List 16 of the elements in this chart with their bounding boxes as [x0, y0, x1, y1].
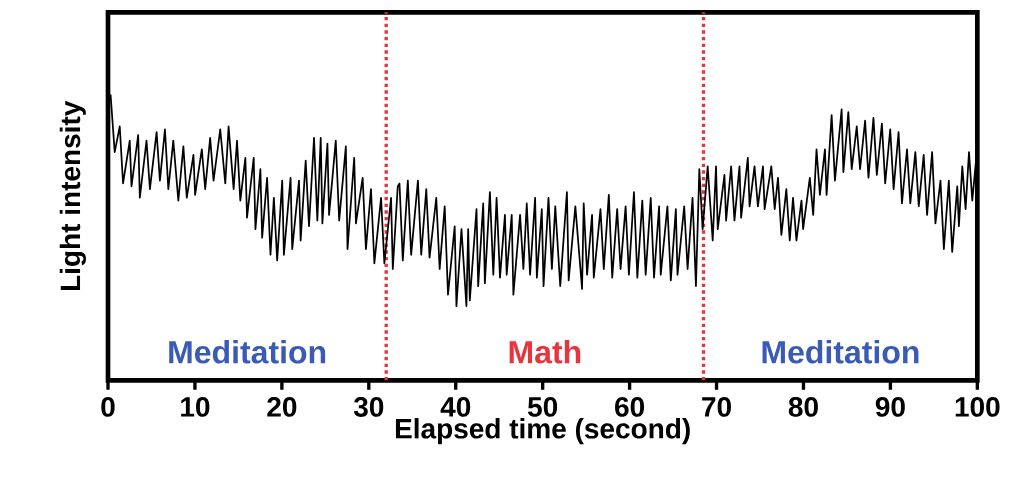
- x-axis-title: Elapsed time (second): [395, 418, 690, 445]
- x-tick-label: 60: [615, 397, 645, 417]
- x-tick-label: 50: [527, 397, 558, 417]
- x-tick-label: 100: [955, 397, 1000, 417]
- x-tick-label: 90: [875, 397, 905, 417]
- x-tick-label: 30: [353, 397, 384, 417]
- x-tick-label: 40: [440, 397, 471, 417]
- annotation: Meditation: [169, 340, 326, 364]
- x-tick-label: 70: [702, 397, 731, 417]
- annotation: Math: [509, 340, 581, 364]
- y-axis-title: Light intensity: [59, 100, 86, 291]
- x-tick-label: 0: [101, 397, 115, 417]
- x-tick-label: 80: [788, 397, 818, 417]
- x-tick-label: 10: [181, 397, 210, 417]
- annotation: Meditation: [762, 340, 919, 364]
- x-tick-label: 20: [267, 397, 297, 417]
